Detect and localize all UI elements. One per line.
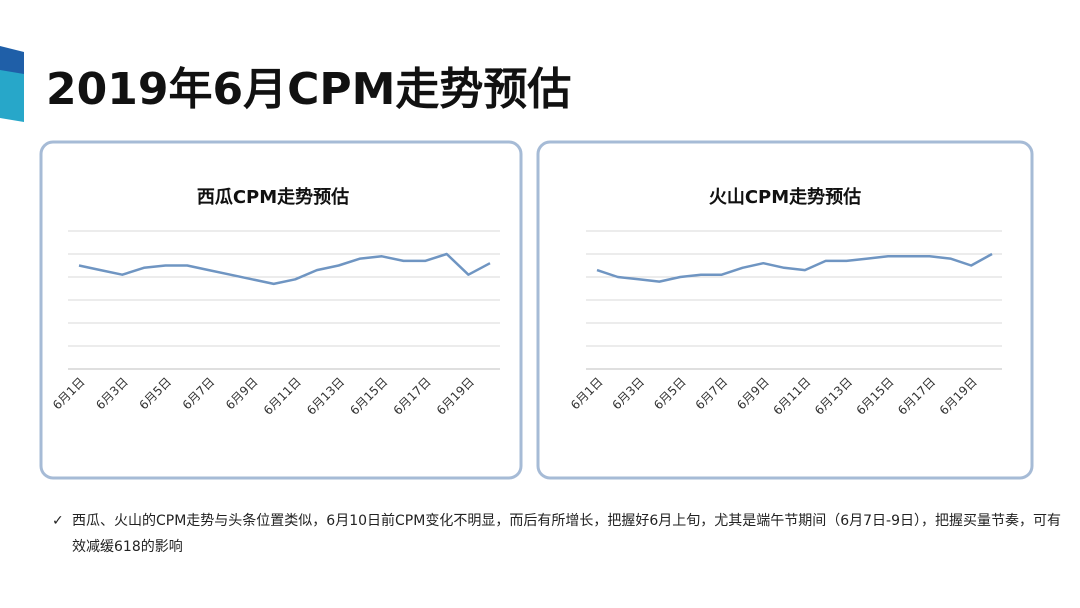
x-tick-label: 6月5日 bbox=[651, 375, 689, 413]
chart-frame bbox=[39, 140, 523, 480]
x-tick-label: 6月11日 bbox=[261, 375, 304, 418]
x-tick-label: 6月15日 bbox=[347, 375, 390, 418]
chart-title: 火山CPM走势预估 bbox=[709, 186, 861, 208]
x-tick-label: 6月19日 bbox=[937, 375, 980, 418]
x-tick-label: 6月13日 bbox=[304, 375, 347, 418]
x-tick-label: 6月17日 bbox=[895, 375, 938, 418]
x-tick-label: 6月19日 bbox=[434, 375, 477, 418]
line bbox=[78, 252, 491, 286]
x-tick-label: 6月1日 bbox=[568, 375, 606, 413]
bullet: ✓ bbox=[52, 513, 64, 529]
x-tick-label: 6月3日 bbox=[609, 375, 647, 413]
slide-title: 2019年6月CPM走势预估 bbox=[46, 64, 571, 115]
x-tick-label: 6月17日 bbox=[391, 375, 434, 418]
note: ✓ 西瓜、火山的CPM走势与头条位置类似，6月10日前CPM变化不明显，而后有所… bbox=[52, 508, 1062, 560]
x-tick-label: 6月9日 bbox=[223, 375, 261, 413]
x-tick-label: 6月1日 bbox=[50, 375, 88, 413]
x-tick-label: 6月7日 bbox=[180, 375, 218, 413]
x-tick-label: 6月15日 bbox=[854, 375, 897, 418]
chart-title: 西瓜CPM走势预估 bbox=[197, 186, 349, 208]
x-tick-label: 6月9日 bbox=[734, 375, 772, 413]
x-tick-label: 6月3日 bbox=[93, 375, 131, 413]
line bbox=[596, 252, 993, 283]
x-tick-label: 6月7日 bbox=[693, 375, 731, 413]
x-tick-label: 6月5日 bbox=[136, 375, 174, 413]
x-tick-label: 6月13日 bbox=[812, 375, 855, 418]
note-text: 西瓜、火山的CPM走势与头条位置类似，6月10日前CPM变化不明显，而后有所增长… bbox=[72, 513, 1061, 555]
decor bbox=[0, 70, 24, 122]
x-tick-label: 6月11日 bbox=[770, 375, 813, 418]
chart-frame bbox=[536, 140, 1034, 480]
